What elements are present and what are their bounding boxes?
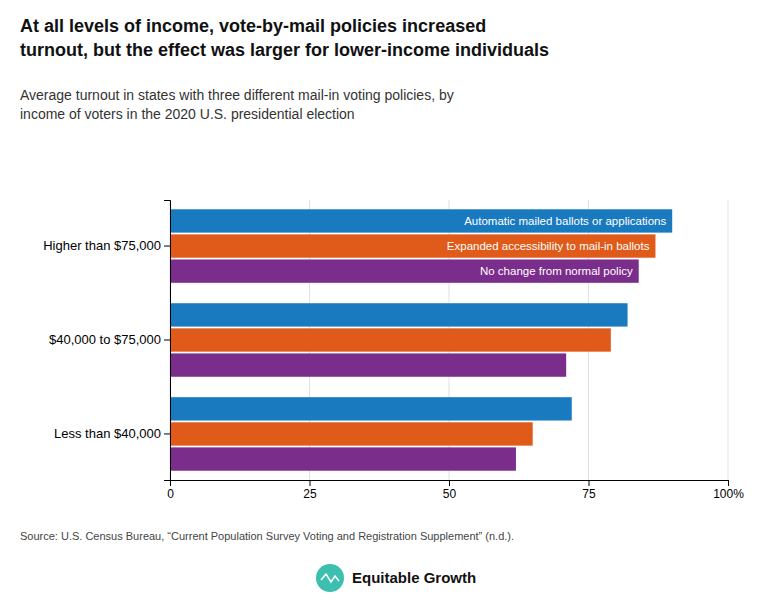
bar — [170, 447, 516, 470]
title: At all levels of income, vote-by-mail po… — [20, 16, 549, 60]
series-labels: Automatic mailed ballots or applications… — [447, 215, 667, 277]
y-axis-line — [164, 201, 171, 481]
bar — [170, 209, 672, 232]
x-tick: 25 — [303, 480, 317, 501]
y-tick-mark — [164, 340, 170, 341]
logo-circle — [316, 564, 344, 592]
bar — [170, 234, 655, 257]
series — [170, 234, 655, 445]
series-label: Expanded accessibility to mail-in ballot… — [447, 240, 650, 252]
bar — [170, 328, 611, 351]
x-axis-line — [171, 481, 729, 487]
x-axis: 0 25 50 75 100% — [167, 480, 744, 501]
y-tick-label: Higher than $75,000 — [43, 238, 161, 253]
y-axis: Higher than $75,000 $40,000 to $75,000 Les… — [43, 201, 170, 481]
x-tick-label: 100% — [713, 487, 744, 501]
subtitle: Average turnout in states with three dif… — [20, 87, 454, 122]
source: Source: U.S. Census Bureau, “Current Pop… — [20, 530, 514, 542]
x-tick: 50 — [443, 480, 457, 501]
y-tick: Less than $40,000 — [54, 426, 170, 441]
y-tick-label: Less than $40,000 — [54, 426, 161, 441]
x-tick: 75 — [582, 480, 596, 501]
x-tick-mark — [310, 480, 311, 486]
grid-line — [728, 200, 729, 480]
bar — [170, 422, 533, 445]
x-tick-label: 75 — [582, 487, 596, 501]
x-tick-label: 0 — [167, 487, 174, 501]
y-tick: Higher than $75,000 — [43, 238, 170, 253]
plot: Automatic mailed ballots or applications… — [43, 200, 744, 501]
bar — [170, 259, 639, 282]
x-tick: 100% — [713, 480, 744, 501]
bar — [170, 353, 566, 376]
annotation: Equitable Growth — [352, 569, 476, 586]
series-label: Automatic mailed ballots or applications — [464, 215, 666, 227]
series — [170, 209, 672, 420]
bar — [170, 397, 572, 420]
x-tick-label: 25 — [303, 487, 317, 501]
x-tick-mark — [449, 480, 450, 486]
x-tick: 0 — [167, 480, 174, 501]
y-tick-label: $40,000 to $75,000 — [49, 332, 161, 347]
y-tick-mark — [164, 433, 170, 434]
grid — [170, 200, 728, 480]
bars — [170, 209, 672, 470]
y-tick: $40,000 to $75,000 — [49, 332, 170, 347]
x-tick-label: 50 — [443, 487, 457, 501]
logo-icon — [321, 574, 339, 582]
x-tick-mark — [728, 480, 729, 486]
series-label: No change from normal policy — [480, 265, 633, 277]
y-tick-mark — [164, 246, 170, 247]
x-tick-mark — [589, 480, 590, 486]
bar — [170, 303, 628, 326]
logo — [316, 564, 344, 592]
chart: At all levels of income, vote-by-mail po… — [0, 0, 768, 607]
series — [170, 259, 639, 470]
